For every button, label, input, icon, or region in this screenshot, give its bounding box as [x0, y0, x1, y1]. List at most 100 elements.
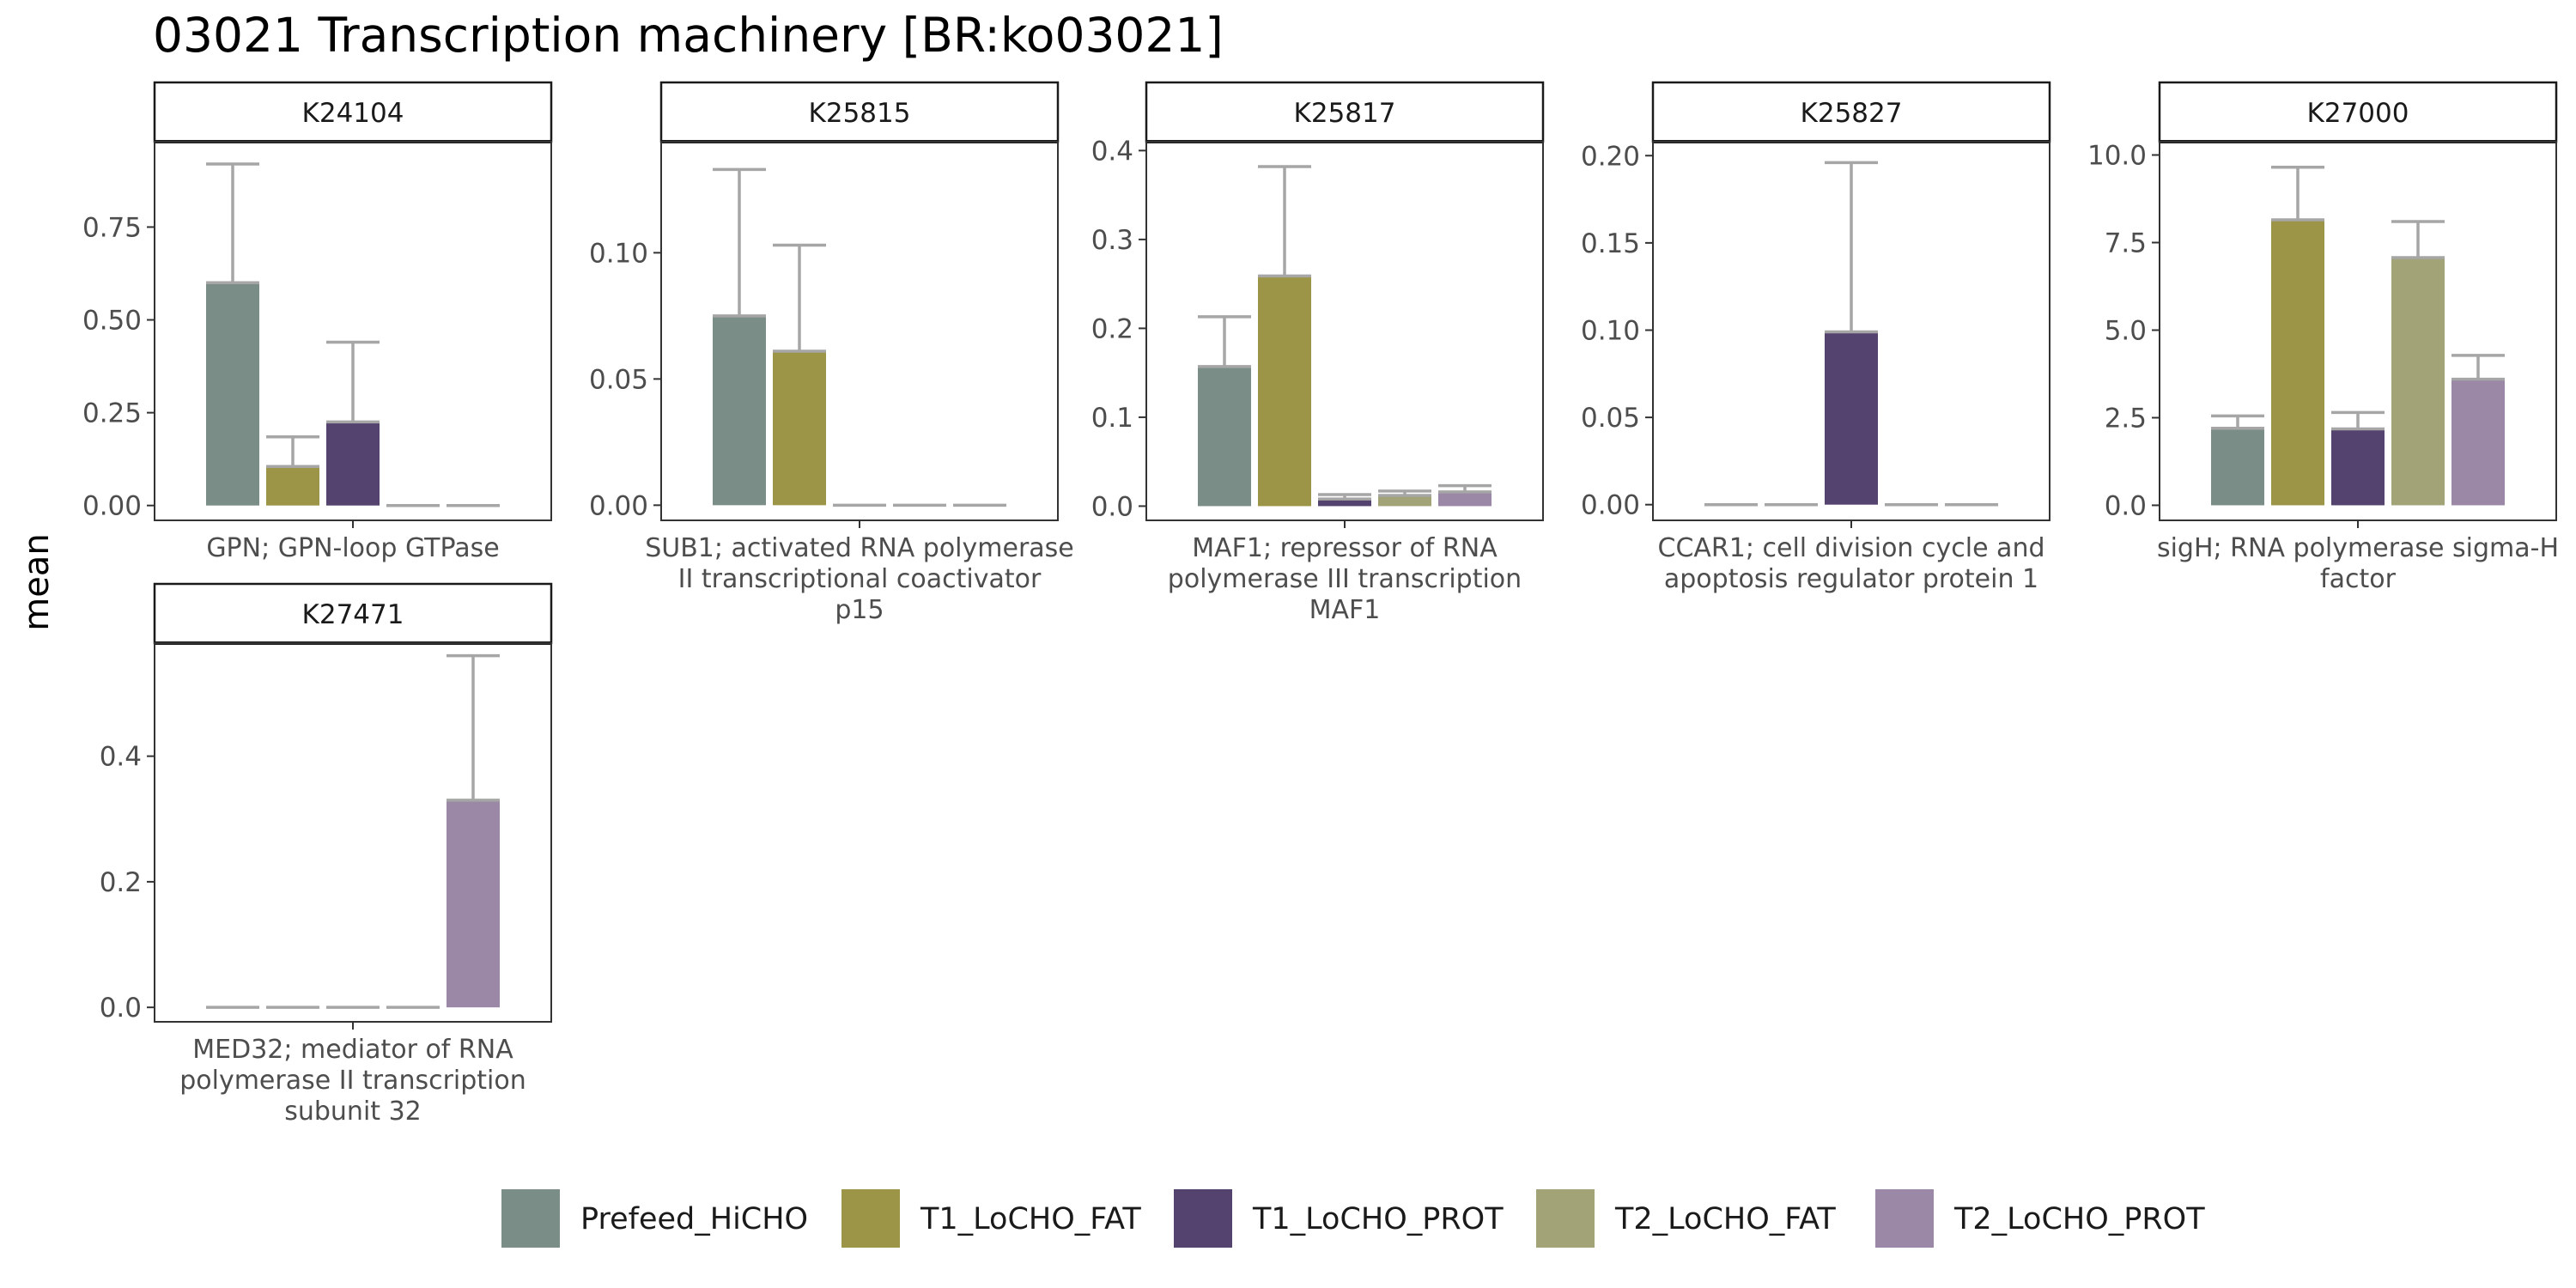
facet-strip	[2158, 81, 2558, 143]
panel-K25817: K25817 0.0 0.1 0.2 0.3 0.4 MAF1; repressor of …	[1091, 81, 1545, 625]
y-tick-label: 0.05	[589, 364, 648, 395]
bar-K25815-Prefeed_HiCHO	[713, 315, 766, 506]
legend-swatch	[841, 1189, 900, 1248]
x-category-label-line: sigH; RNA polymerase sigma-H	[2157, 533, 2559, 563]
chart-title: 03021 Transcription machinery [BR:ko0302…	[153, 8, 1224, 63]
legend-item-T1_LoCHO_PROT: T1_LoCHO_PROT	[1174, 1189, 1504, 1248]
facet-strip-label: K24104	[302, 98, 404, 129]
x-category-label-line: GPN; GPN-loop GTPase	[206, 533, 499, 563]
bar-K25817-T1_LoCHO_PROT	[1318, 499, 1371, 507]
x-category-label: CCAR1; cell division cycle and apoptosis …	[1658, 533, 2045, 594]
facet-strip-label: K25815	[809, 98, 911, 129]
legend-item-T2_LoCHO_FAT: T2_LoCHO_FAT	[1536, 1189, 1836, 1248]
bar-K27000-Prefeed_HiCHO	[2211, 428, 2264, 506]
y-axis-title: mean	[17, 533, 57, 630]
bar-K27000-T1_LoCHO_FAT	[2271, 219, 2324, 506]
legend-item-T2_LoCHO_PROT: T2_LoCHO_PROT	[1875, 1189, 2205, 1248]
y-tick-label: 0.2	[100, 867, 142, 898]
x-category-label-line: factor	[2320, 564, 2397, 594]
x-category-label: GPN; GPN-loop GTPase	[206, 533, 499, 563]
facet-strip-label: K25827	[1801, 98, 1903, 129]
facet-strip	[1145, 81, 1545, 143]
y-tick-label: 0.00	[589, 490, 648, 521]
y-tick-label: 0.15	[1581, 228, 1640, 259]
x-category-label-line: CCAR1; cell division cycle and	[1658, 533, 2045, 563]
x-category-label-line: SUB1; activated RNA polymerase	[645, 533, 1074, 563]
y-tick-label: 0.10	[1581, 315, 1640, 346]
legend-item-Prefeed_HiCHO: Prefeed_HiCHO	[501, 1189, 808, 1248]
x-category-label-line: p15	[835, 595, 884, 625]
bar-K25827-T1_LoCHO_PROT	[1825, 331, 1878, 505]
legend-label: T2_LoCHO_FAT	[1614, 1202, 1836, 1236]
legend-item-T1_LoCHO_FAT: T1_LoCHO_FAT	[841, 1189, 1141, 1248]
panel-K25815: K25815 0.00 0.05 0.10 SUB1; activated RNA po…	[589, 81, 1074, 625]
facet-panels: K24104 0.00 0.25 0.50 0.75 GPN; GPN-loop GTPa…	[82, 81, 2559, 1127]
panel-K25827: K25827 0.00 0.05 0.10 0.15 0.20 CCAR1; cell di…	[1581, 81, 2051, 594]
x-category-label: sigH; RNA polymerase sigma-H factor	[2157, 533, 2559, 594]
y-tick-label: 0.05	[1581, 403, 1640, 434]
y-tick-label: 0.75	[82, 212, 142, 243]
x-category-label-line: MAF1; repressor of RNA	[1192, 533, 1498, 563]
bar-K27471-T2_LoCHO_PROT	[447, 799, 500, 1008]
y-tick-label: 0.1	[1091, 403, 1133, 434]
x-category-label-line: II transcriptional coactivator	[678, 564, 1042, 594]
bar-K25817-T1_LoCHO_FAT	[1258, 276, 1311, 507]
x-category-label-line: apoptosis regulator protein 1	[1664, 564, 2038, 594]
y-tick-label: 0.10	[589, 238, 648, 269]
bar-K27000-T1_LoCHO_PROT	[2331, 428, 2385, 506]
panel-K24104: K24104 0.00 0.25 0.50 0.75 GPN; GPN-loop GTPa…	[82, 81, 553, 563]
facet-strip-label: K27471	[302, 599, 404, 630]
facet-strip	[1651, 81, 2051, 143]
legend-label: T1_LoCHO_PROT	[1252, 1202, 1504, 1236]
y-tick-label: 0.00	[1581, 490, 1640, 521]
legend-label: Prefeed_HiCHO	[580, 1202, 808, 1236]
x-category-label: MED32; mediator of RNA polymerase II tran…	[179, 1035, 526, 1127]
y-tick-label: 0.20	[1581, 141, 1640, 172]
bar-K25817-T2_LoCHO_FAT	[1378, 495, 1431, 507]
legend: Prefeed_HiCHO T1_LoCHO_FAT T1_LoCHO_PROT T2…	[501, 1189, 2205, 1248]
x-category-label-line: subunit 32	[284, 1097, 422, 1127]
facet-strip	[659, 81, 1060, 143]
y-tick-label: 0.4	[1091, 136, 1133, 167]
x-category-label-line: polymerase III transcription	[1168, 564, 1522, 594]
x-category-label-line: MED32; mediator of RNA	[192, 1035, 513, 1065]
facet-strip	[153, 81, 553, 143]
x-category-label: SUB1; activated RNA polymerase II transcr…	[645, 533, 1074, 625]
y-tick-label: 7.5	[2105, 228, 2147, 258]
y-tick-label: 5.0	[2105, 315, 2147, 346]
y-tick-label: 0.2	[1091, 313, 1133, 344]
legend-swatch	[501, 1189, 560, 1248]
y-tick-label: 2.5	[2105, 403, 2147, 434]
bar-K24104-T1_LoCHO_PROT	[326, 422, 380, 506]
bar-K25817-Prefeed_HiCHO	[1198, 366, 1251, 507]
y-tick-label: 0.3	[1091, 225, 1133, 256]
y-tick-label: 0.4	[100, 742, 142, 773]
legend-label: T2_LoCHO_PROT	[1953, 1202, 2205, 1236]
facet-strip-label: K25817	[1294, 98, 1396, 129]
y-tick-label: 0.0	[2105, 490, 2147, 521]
facet-strip-label: K27000	[2307, 98, 2409, 129]
x-category-label: MAF1; repressor of RNA polymerase III tra…	[1168, 533, 1522, 625]
x-category-label-line: MAF1	[1309, 595, 1381, 625]
panel-K27000: K27000 0.0 2.5 5.0 7.5 10.0 sigH; RNA polymera…	[2087, 81, 2559, 594]
bar-K27000-T2_LoCHO_FAT	[2391, 258, 2445, 506]
legend-swatch	[1174, 1189, 1232, 1248]
bar-K24104-Prefeed_HiCHO	[206, 283, 259, 506]
legend-swatch	[1536, 1189, 1595, 1248]
y-tick-label: 10.0	[2087, 141, 2147, 172]
y-tick-label: 0.00	[82, 491, 142, 522]
y-tick-label: 0.0	[100, 993, 142, 1024]
facet-strip	[153, 582, 553, 645]
bar-K24104-T1_LoCHO_FAT	[266, 466, 319, 506]
x-category-label-line: polymerase II transcription	[179, 1066, 526, 1096]
legend-swatch	[1875, 1189, 1934, 1248]
bar-K25815-T1_LoCHO_FAT	[773, 351, 826, 506]
bar-K25817-T2_LoCHO_PROT	[1438, 491, 1492, 507]
panel-K27471: K27471 0.0 0.2 0.4 MED32; mediator of RNA pol…	[100, 582, 553, 1127]
bar-K27000-T2_LoCHO_PROT	[2451, 379, 2505, 506]
y-tick-label: 0.0	[1091, 491, 1133, 522]
legend-label: T1_LoCHO_FAT	[920, 1202, 1141, 1236]
y-tick-label: 0.25	[82, 398, 142, 429]
y-tick-label: 0.50	[82, 306, 142, 337]
